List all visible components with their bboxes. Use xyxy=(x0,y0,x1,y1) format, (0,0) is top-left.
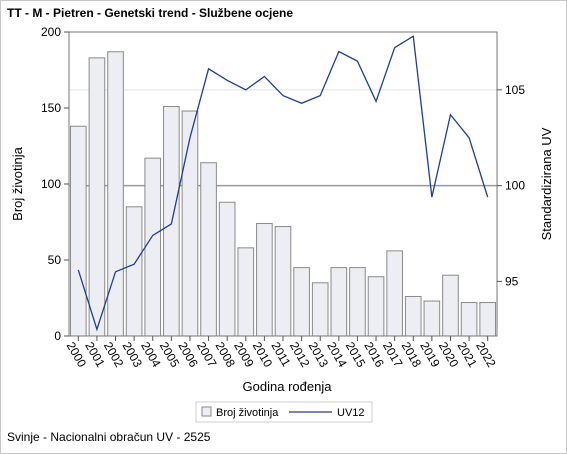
bar-2002 xyxy=(107,51,124,337)
legend-line-label: UV12 xyxy=(337,407,365,419)
legend: Broj životinja UV12 xyxy=(195,401,373,423)
bar-2011 xyxy=(274,226,292,337)
right-tick-label: 95 xyxy=(505,274,519,288)
legend-bar-label: Broj životinja xyxy=(216,407,279,419)
chart-title: TT - M - Pietren - Genetski trend - Služ… xyxy=(7,6,294,20)
left-tick-label: 100 xyxy=(41,177,61,191)
grid-lines xyxy=(69,89,497,187)
bar-2017 xyxy=(386,250,403,337)
bar-2014 xyxy=(330,267,348,337)
y-axis-label-right: Standardizirana UV xyxy=(539,127,554,240)
bar-2010 xyxy=(256,223,273,337)
chart-footer: Svinje - Nacionalni obračun UV - 2525 xyxy=(7,430,211,444)
bar-2018 xyxy=(404,295,422,337)
bar-2022 xyxy=(479,302,497,337)
bar-2020 xyxy=(442,274,459,337)
left-tick-label: 0 xyxy=(54,329,61,343)
left-tick-label: 200 xyxy=(41,25,61,39)
legend-box xyxy=(195,401,373,423)
bar-2003 xyxy=(125,206,143,337)
bar-2021 xyxy=(460,302,478,337)
bar-2007 xyxy=(200,162,217,337)
bar-2000 xyxy=(69,125,87,337)
bar-2015 xyxy=(349,267,366,337)
bar-2001 xyxy=(88,57,106,337)
legend-bar-swatch xyxy=(201,406,212,417)
bar-2013 xyxy=(311,282,329,337)
bar-2009 xyxy=(237,247,255,337)
left-tick-label: 150 xyxy=(41,101,61,115)
line-series xyxy=(77,35,489,332)
y-axis-label-left: Broj životinja xyxy=(10,146,25,220)
x-tick-label: 2022 xyxy=(473,340,499,370)
left-tick-label: 50 xyxy=(48,253,62,267)
bar-2006 xyxy=(181,110,199,337)
x-axis-label: Godina rođenja xyxy=(243,379,333,394)
bar-2019 xyxy=(423,300,441,337)
bar-2004 xyxy=(144,157,162,337)
bar-2012 xyxy=(293,267,310,337)
right-tick-label: 100 xyxy=(505,179,525,193)
bar-2016 xyxy=(367,276,385,337)
right-tick-label: 105 xyxy=(505,83,525,97)
uv-line xyxy=(77,35,489,332)
bar-2008 xyxy=(218,201,236,337)
